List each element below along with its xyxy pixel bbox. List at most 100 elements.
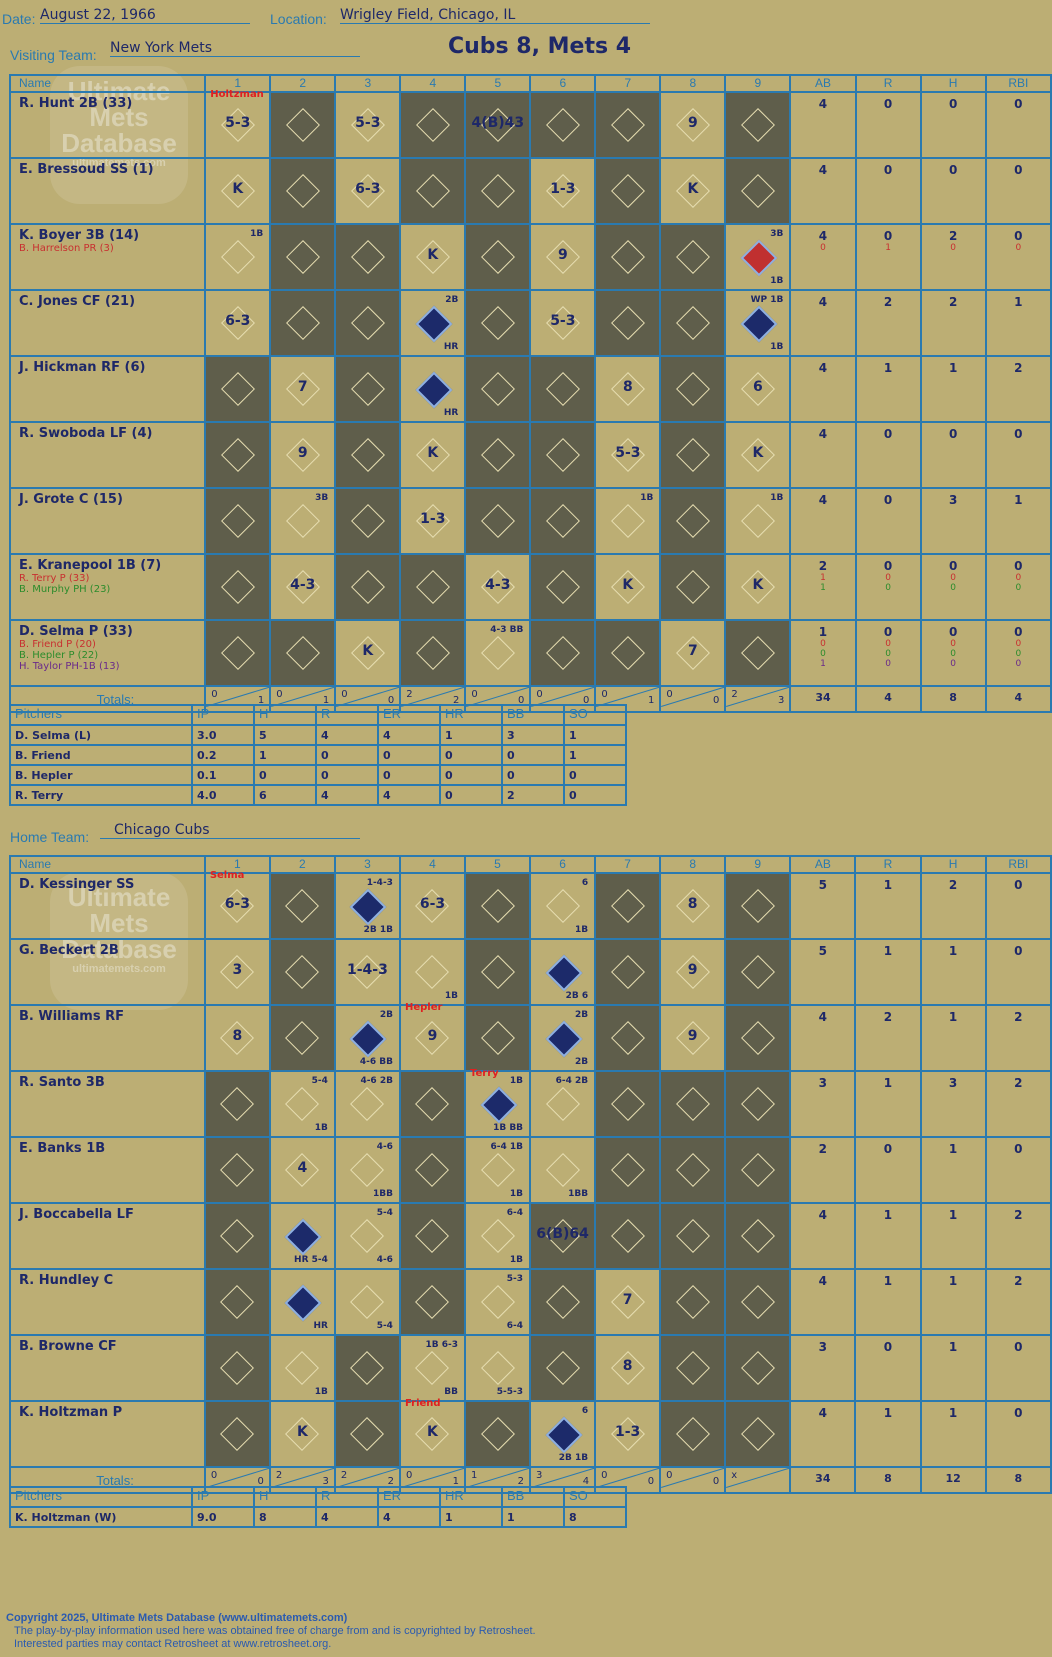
stat-value: 0 (1014, 1406, 1023, 1420)
stat-value: 1 (820, 659, 826, 669)
inning-cell: 6-3 (334, 157, 402, 225)
inning-cell (204, 619, 272, 687)
inning-cell (659, 289, 727, 357)
stat-value: 0 (1014, 229, 1023, 243)
inning-cell: 9 (659, 91, 727, 159)
stat-cell: 0 (984, 157, 1052, 225)
stat-cell: 4 (789, 1202, 857, 1270)
play-result: 7 (622, 1292, 633, 1308)
batter-row: B. Williams RF 8 2B 4-6 BB 9 Hepler 2B 2B 9 4 2 1 2 (9, 1002, 1052, 1072)
inning-cell (398, 1202, 467, 1270)
pitcher-stat: 3 (501, 724, 565, 746)
stat-cell: 2 (919, 872, 987, 940)
inning-cell (204, 553, 272, 621)
inning-cell: HR (399, 355, 467, 423)
pitcher-stat: 8 (563, 1506, 627, 1528)
stat-value: 4 (818, 1010, 827, 1024)
batter-cell: R. Santo 3B (9, 1070, 206, 1138)
stat-value: 2 (1014, 1208, 1023, 1222)
inning-cell (399, 157, 467, 225)
inning-cell (529, 619, 597, 687)
base-diamond (545, 372, 580, 406)
batter-row: J. Boccabella LF HR 5-4 5-4 4-6 6-4 1B 6(B)64 4… (9, 1202, 1052, 1270)
batter-name: R. Santo 3B (19, 1075, 105, 1090)
stat-value: 0 (948, 97, 958, 111)
inning-cell (334, 421, 402, 489)
inning-cell (269, 91, 337, 159)
batter-cell: J. Grote C (15) (8, 487, 207, 555)
base-diamond (610, 1219, 645, 1253)
inning-cell: 9 (659, 938, 727, 1006)
pitch-col-1: IP (191, 1486, 255, 1508)
play-annotation: 6-4 2B (555, 1076, 589, 1086)
base-diamond (284, 1284, 322, 1322)
base-diamond (220, 372, 255, 406)
base-diamond (740, 174, 775, 208)
play-result: 4-3 (485, 577, 511, 593)
base-diamond (285, 1351, 320, 1385)
stat-value: 1 (885, 243, 891, 253)
col-header-1: 1 (203, 855, 271, 874)
inning-cell (659, 1400, 727, 1468)
stat-value: 0 (883, 97, 893, 111)
pitcher-stat: 0 (315, 744, 379, 766)
pitch-header: Pitchers IP H R ER HR BB SO (9, 704, 627, 726)
inning-cell: 1B 6-3 BB (398, 1334, 467, 1402)
stat-cell: 4 (789, 1268, 857, 1336)
stat-value: 2 (948, 229, 958, 243)
pitcher-stat: 1 (563, 744, 627, 766)
base-diamond (480, 1086, 517, 1124)
inning-runs: 0 (276, 689, 283, 700)
final-score: Cubs 8, Mets 4 (448, 34, 632, 59)
stat-value: 3 (948, 1076, 958, 1090)
inning-cell: 7 (269, 355, 337, 423)
base-diamond (480, 1219, 515, 1253)
play-annotation: 4-6 (376, 1142, 393, 1152)
stat-value: 2 (1014, 1274, 1023, 1288)
stat-value: 4 (818, 361, 828, 375)
stat-cell: 1 (854, 355, 922, 423)
col-header-11: R (854, 74, 922, 93)
stat-value: 0 (1014, 625, 1023, 639)
play-annotation: 1B (250, 229, 264, 239)
base-diamond (740, 955, 775, 989)
inning-cell (724, 157, 792, 225)
pitcher-change-note: Holtzman (210, 89, 264, 100)
pitcher-name: B. Friend (9, 744, 193, 766)
inning-runs: 2 (406, 689, 413, 700)
stat-value: 0 (950, 639, 956, 649)
stat-value: 1 (883, 361, 893, 375)
stat-value: 0 (1014, 97, 1023, 111)
inning-cell: K (334, 619, 402, 687)
home-pitching-table: Pitchers IP H R ER HR BB SO K. Holtzman (W) 9.0 8 4… (9, 1486, 627, 1528)
play-annotation: 2B (379, 1010, 393, 1020)
base-diamond (415, 305, 453, 343)
pitcher-stat: 0 (377, 764, 441, 786)
play-annotation: 5-4 (376, 1208, 393, 1218)
batter-cell: E. Bressoud SS (1) (8, 157, 207, 225)
inning-runs: 0 (601, 1470, 608, 1481)
stat-value: 1 (948, 361, 958, 375)
batter-cell: B. Williams RF (9, 1004, 206, 1072)
pitch-col-3: R (315, 704, 379, 726)
play-annotation: 2B (574, 1010, 589, 1020)
inning-runs: 0 (601, 689, 608, 700)
inning-cell (659, 1334, 727, 1402)
play-annotation: HR (313, 1321, 328, 1331)
inning-hits: 0 (517, 695, 525, 706)
pitcher-stat: 0 (501, 764, 565, 786)
stat-cell: 1 (919, 355, 987, 423)
inning-cell: 6-4 1B (463, 1202, 532, 1270)
play-result: 3 (232, 962, 243, 978)
base-diamond (285, 240, 320, 274)
inning-hits: 1 (647, 695, 655, 706)
play-result: 9 (687, 115, 698, 131)
base-diamond (220, 240, 255, 274)
batter-name: E. Kranepool 1B (7) (19, 558, 162, 573)
total-stat: 8 (854, 1466, 922, 1494)
inning-cell (463, 872, 532, 940)
visiting-label: Visiting Team: (10, 47, 97, 63)
pitcher-stat: 4 (377, 784, 441, 806)
